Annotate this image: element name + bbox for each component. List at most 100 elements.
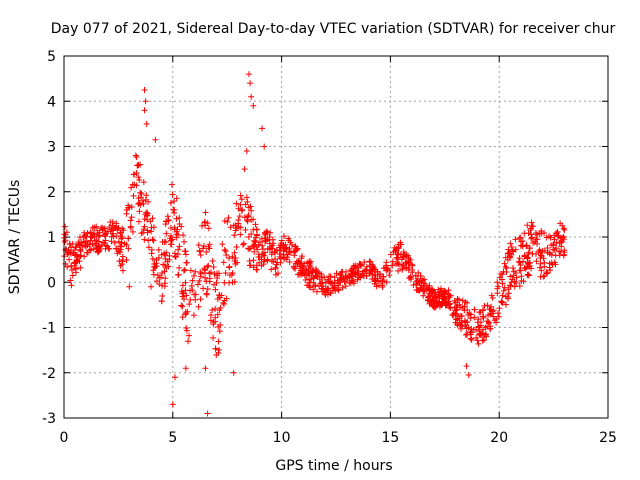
x-tick-label: 15	[381, 430, 399, 446]
data-point	[178, 223, 185, 230]
data-point	[229, 270, 236, 277]
data-point	[72, 269, 79, 276]
data-point	[167, 199, 174, 206]
data-point	[495, 283, 502, 290]
data-point	[280, 233, 287, 240]
data-point	[499, 280, 506, 287]
data-point	[405, 260, 412, 267]
data-point	[287, 239, 294, 246]
data-point	[496, 305, 503, 312]
data-point	[485, 312, 492, 319]
data-point	[196, 277, 203, 284]
data-point	[82, 232, 89, 239]
data-point	[148, 250, 155, 257]
data-point	[284, 254, 291, 261]
data-point	[277, 259, 284, 266]
data-point	[436, 303, 443, 310]
data-point	[465, 372, 472, 379]
data-point	[175, 271, 182, 278]
data-point	[280, 251, 287, 258]
data-point	[327, 290, 334, 297]
data-point	[477, 309, 484, 316]
data-point	[188, 282, 195, 289]
data-point	[464, 299, 471, 306]
data-point	[190, 312, 197, 319]
data-point	[113, 220, 120, 227]
data-point	[194, 281, 201, 288]
data-point	[206, 245, 213, 252]
data-point	[294, 246, 301, 253]
data-point	[419, 277, 426, 284]
data-point	[506, 253, 513, 260]
data-point	[325, 287, 332, 294]
data-point	[351, 271, 358, 278]
data-point	[298, 261, 305, 268]
data-point	[368, 268, 375, 275]
data-point	[212, 305, 219, 312]
data-point	[145, 198, 152, 205]
data-point	[352, 263, 359, 270]
data-point	[471, 306, 478, 313]
data-point	[528, 219, 535, 226]
y-tick-label: 1	[47, 230, 56, 246]
data-point	[444, 290, 451, 297]
data-point	[140, 200, 147, 207]
data-point	[551, 236, 558, 243]
data-point	[344, 274, 351, 281]
data-point	[406, 275, 413, 282]
data-point	[507, 240, 514, 247]
data-point	[233, 225, 240, 232]
data-point	[432, 289, 439, 296]
data-point	[473, 334, 480, 341]
data-point	[125, 245, 132, 252]
data-point	[499, 292, 506, 299]
data-point	[139, 197, 146, 204]
data-point	[286, 259, 293, 266]
data-point	[526, 272, 533, 279]
data-point	[262, 249, 269, 256]
data-point	[509, 247, 516, 254]
data-point	[195, 242, 202, 249]
data-point	[250, 264, 257, 271]
data-point	[136, 208, 143, 215]
data-point	[458, 325, 465, 332]
data-point	[181, 238, 188, 245]
data-point	[248, 93, 255, 100]
data-point	[501, 260, 508, 267]
data-point	[310, 286, 317, 293]
data-point	[111, 239, 118, 246]
data-point	[438, 285, 445, 292]
data-point	[272, 249, 279, 256]
data-point	[149, 215, 156, 222]
data-point	[201, 274, 208, 281]
data-point	[242, 227, 249, 234]
data-point	[510, 248, 517, 255]
data-point	[561, 247, 568, 254]
data-point	[363, 263, 370, 270]
data-point	[251, 248, 258, 255]
data-point	[230, 222, 237, 229]
data-point	[482, 324, 489, 331]
data-point	[337, 271, 344, 278]
data-point	[493, 315, 500, 322]
data-point	[468, 336, 475, 343]
y-tick-label: 0	[47, 275, 56, 291]
data-point	[182, 365, 189, 372]
data-point	[498, 299, 505, 306]
data-point	[241, 214, 248, 221]
data-point	[252, 234, 259, 241]
data-point	[217, 321, 224, 328]
data-point	[209, 307, 216, 314]
data-point	[154, 272, 161, 279]
data-point	[128, 184, 135, 191]
data-point	[536, 230, 543, 237]
data-point	[543, 269, 550, 276]
data-point	[179, 314, 186, 321]
data-point	[262, 237, 269, 244]
data-point	[504, 293, 511, 300]
data-point	[164, 213, 171, 220]
data-point	[516, 259, 523, 266]
data-point	[299, 270, 306, 277]
y-tick-label: -1	[42, 321, 56, 337]
